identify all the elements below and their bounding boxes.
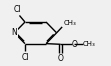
Text: Cl: Cl — [14, 5, 22, 14]
Text: CH₃: CH₃ — [63, 20, 76, 26]
Text: Cl: Cl — [21, 52, 29, 62]
Text: N: N — [12, 28, 17, 37]
Text: O: O — [58, 54, 63, 63]
Text: CH₃: CH₃ — [83, 41, 96, 47]
Text: O: O — [72, 40, 78, 49]
